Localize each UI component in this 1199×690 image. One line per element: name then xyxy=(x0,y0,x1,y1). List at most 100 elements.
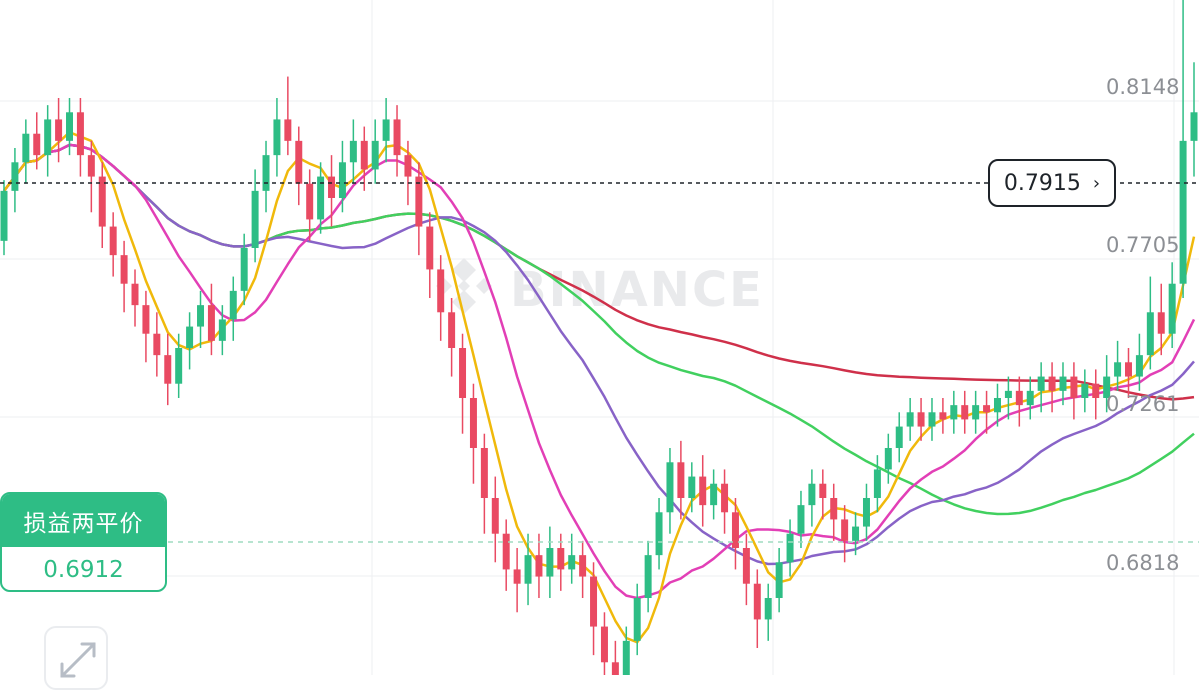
candle-body xyxy=(426,226,434,270)
candle-body xyxy=(524,555,532,584)
candle xyxy=(819,469,827,520)
candle xyxy=(786,519,794,577)
candle xyxy=(557,533,565,591)
candle xyxy=(1103,355,1111,413)
candle xyxy=(655,498,663,570)
candle-body xyxy=(164,355,172,384)
candle-body xyxy=(611,662,619,675)
expand-chart-button[interactable] xyxy=(44,626,108,690)
candle xyxy=(87,140,95,213)
candle xyxy=(469,383,477,484)
candle-body xyxy=(1048,376,1056,391)
candle-body xyxy=(240,248,248,291)
candle-body xyxy=(644,555,652,598)
candle-body xyxy=(1114,362,1122,377)
candle xyxy=(459,333,467,434)
candle xyxy=(153,312,161,377)
candle-body xyxy=(87,155,95,177)
candle xyxy=(273,98,281,177)
candle-body xyxy=(66,112,73,141)
candle-body xyxy=(251,190,259,248)
candle xyxy=(808,469,816,527)
candle xyxy=(218,305,226,356)
candle-body xyxy=(153,333,161,356)
candle xyxy=(1125,348,1132,398)
candle-body xyxy=(557,548,565,570)
candle-body xyxy=(197,305,205,327)
candle-body xyxy=(284,119,292,141)
candle-body xyxy=(972,405,980,420)
candle-body xyxy=(568,555,576,570)
current-price-tag[interactable]: 0.7915 › xyxy=(988,159,1116,207)
candle-body xyxy=(186,326,194,348)
candle xyxy=(611,640,619,675)
candle xyxy=(393,105,401,177)
candle-body xyxy=(764,598,772,620)
candle xyxy=(98,162,106,248)
candle-body xyxy=(961,405,969,420)
candle xyxy=(480,433,488,534)
candle xyxy=(764,583,772,641)
candle xyxy=(317,162,325,234)
candle xyxy=(688,462,696,513)
candle-body xyxy=(328,176,336,198)
candle xyxy=(1114,340,1122,391)
candle-body xyxy=(371,140,379,170)
candle-body xyxy=(590,576,598,627)
candle-body xyxy=(928,412,936,427)
candle xyxy=(699,455,707,527)
candle xyxy=(622,626,630,675)
candle xyxy=(852,512,860,556)
candle xyxy=(1037,362,1045,413)
candle-body xyxy=(1168,283,1176,334)
breakeven-price-badge[interactable]: 损益两平价 0.6912 xyxy=(0,492,167,592)
candle-body xyxy=(1125,362,1132,377)
candle-body xyxy=(622,640,630,675)
candle xyxy=(753,569,761,648)
candle-body xyxy=(819,483,827,498)
breakeven-title: 损益两平价 xyxy=(2,494,165,547)
candle xyxy=(22,119,30,184)
candle-body xyxy=(273,119,281,156)
candle xyxy=(131,269,139,327)
price-chart[interactable]: BINANCE 0.8148 0.7705 0.7261 0.6818 xyxy=(0,0,1199,675)
candle xyxy=(360,126,368,191)
candle xyxy=(590,562,598,656)
candle xyxy=(491,476,499,563)
candle-body xyxy=(884,448,892,470)
candle-body xyxy=(120,255,128,284)
moving-average-lines xyxy=(3,131,1196,644)
candle xyxy=(1157,283,1165,356)
candle-body xyxy=(262,155,270,191)
candle-body xyxy=(393,119,401,156)
candle xyxy=(1190,62,1198,177)
candle-body xyxy=(1103,376,1111,398)
candle xyxy=(1135,333,1143,391)
candle xyxy=(961,390,969,434)
candlestick-series xyxy=(0,0,1198,675)
candle xyxy=(993,383,1001,427)
watermark-text: BINANCE xyxy=(510,262,764,318)
candle-body xyxy=(1070,376,1078,398)
candle xyxy=(600,612,608,675)
breakeven-value: 0.6912 xyxy=(43,556,124,583)
candle-body xyxy=(218,319,226,341)
candle-body xyxy=(775,562,783,598)
candle xyxy=(677,440,685,520)
candle-body xyxy=(448,312,456,348)
candle xyxy=(939,398,947,434)
candle xyxy=(972,390,980,434)
candle-body xyxy=(1135,355,1143,377)
candle-body xyxy=(1037,376,1045,391)
candle-body xyxy=(480,448,488,498)
candle-body xyxy=(535,555,543,577)
candle xyxy=(207,283,215,356)
candle xyxy=(11,148,19,213)
candle xyxy=(830,483,838,541)
candle-body xyxy=(0,190,8,241)
candle xyxy=(1048,362,1056,413)
candle xyxy=(306,169,314,241)
candle-body xyxy=(349,140,357,163)
candle xyxy=(142,290,150,363)
candle-body xyxy=(906,412,914,427)
